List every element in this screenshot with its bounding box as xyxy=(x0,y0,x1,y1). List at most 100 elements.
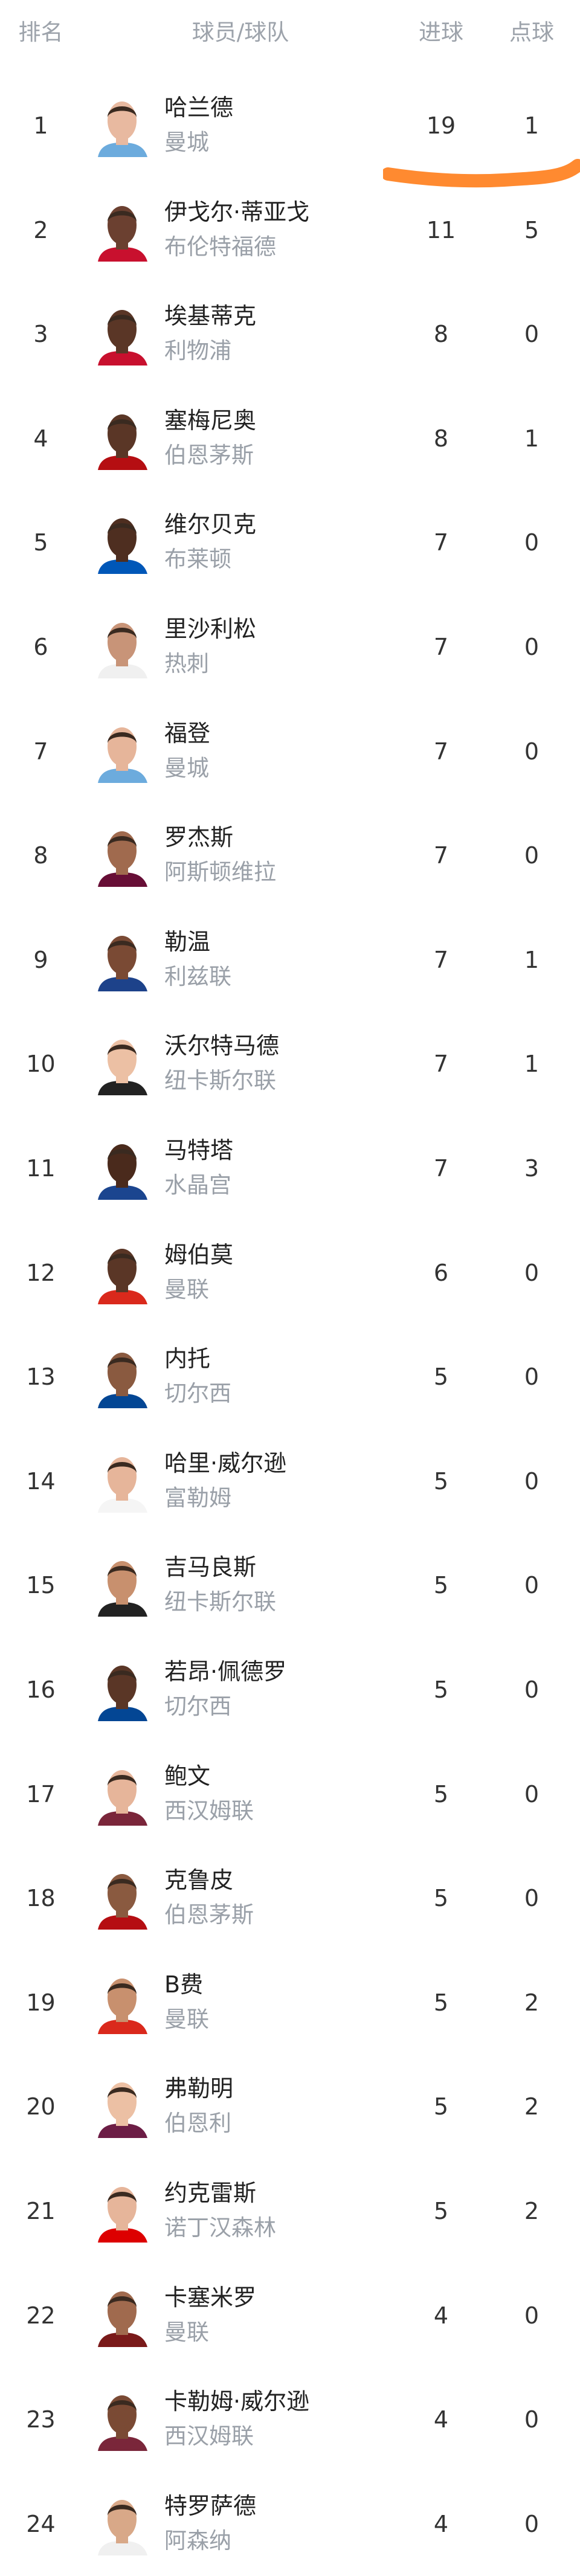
rank: 9 xyxy=(33,946,48,973)
team-name[interactable]: 切尔西 xyxy=(164,1380,231,1407)
player-avatar xyxy=(98,2082,147,2139)
team-name[interactable]: 阿森纳 xyxy=(164,2527,231,2554)
player-name[interactable]: 若昂·佩德罗 xyxy=(164,1658,287,1685)
player-name[interactable]: 哈里·威尔逊 xyxy=(164,1449,287,1476)
player-row[interactable]: 15 吉马良斯 纽卡斯尔联 5 0 xyxy=(0,1533,580,1637)
rank: 17 xyxy=(26,1780,56,1808)
team-name[interactable]: 利兹联 xyxy=(164,963,231,990)
team-name[interactable]: 曼城 xyxy=(164,129,209,155)
player-row[interactable]: 3 埃基蒂克 利物浦 8 0 xyxy=(0,282,580,386)
player-name[interactable]: 约克雷斯 xyxy=(164,2180,257,2206)
player-row[interactable]: 20 弗勒明 伯恩利 5 2 xyxy=(0,2055,580,2159)
player-name[interactable]: 埃基蒂克 xyxy=(164,303,257,330)
player-avatar xyxy=(98,518,147,575)
team-name[interactable]: 伯恩茅斯 xyxy=(164,442,254,468)
team-name[interactable]: 富勒姆 xyxy=(164,1484,231,1511)
team-name[interactable]: 利物浦 xyxy=(164,338,231,364)
goals-value: 7 xyxy=(433,634,449,660)
player-row[interactable]: 24 特罗萨德 阿森纳 4 0 xyxy=(0,2472,580,2576)
team-name[interactable]: 曼城 xyxy=(164,755,209,781)
team-name[interactable]: 切尔西 xyxy=(164,1693,231,1719)
team-name[interactable]: 纽卡斯尔联 xyxy=(164,1589,276,1615)
penalties-value: 2 xyxy=(524,1989,540,2016)
player-avatar xyxy=(98,101,147,157)
header-penalties[interactable]: 点球 xyxy=(509,19,554,45)
team-name[interactable]: 热刺 xyxy=(164,651,209,677)
player-row[interactable]: 5 维尔贝克 布莱顿 7 0 xyxy=(0,491,580,594)
player-name[interactable]: 姆伯莫 xyxy=(164,1241,234,1268)
penalties-value: 0 xyxy=(524,2302,540,2329)
player-name[interactable]: 马特塔 xyxy=(164,1137,234,1164)
goals-value: 4 xyxy=(433,2510,449,2537)
player-name[interactable]: 卡塞米罗 xyxy=(164,2284,257,2311)
team-name[interactable]: 纽卡斯尔联 xyxy=(164,1067,276,1094)
team-name[interactable]: 曼联 xyxy=(164,1276,209,1302)
rank: 15 xyxy=(26,1572,56,1599)
player-name[interactable]: 勒温 xyxy=(164,928,211,955)
player-row[interactable]: 8 罗杰斯 阿斯顿维拉 7 0 xyxy=(0,803,580,907)
player-row[interactable]: 13 内托 切尔西 5 0 xyxy=(0,1325,580,1429)
player-name[interactable]: 哈兰德 xyxy=(164,94,234,121)
player-row[interactable]: 4 塞梅尼奥 伯恩茅斯 8 1 xyxy=(0,387,580,491)
player-name[interactable]: 沃尔特马德 xyxy=(164,1032,280,1060)
header-rank: 排名 xyxy=(18,19,63,45)
player-row[interactable]: 19 B费 曼联 5 2 xyxy=(0,1951,580,2055)
rank: 10 xyxy=(26,1051,56,1078)
player-name[interactable]: 内托 xyxy=(164,1345,211,1373)
penalties-value: 0 xyxy=(524,634,540,660)
player-row[interactable]: 18 克鲁皮 伯恩茅斯 5 0 xyxy=(0,1846,580,1950)
player-avatar xyxy=(98,623,147,678)
team-name[interactable]: 阿斯顿维拉 xyxy=(164,859,276,886)
penalties-value: 0 xyxy=(524,321,540,348)
player-row[interactable]: 22 卡塞米罗 曼联 4 0 xyxy=(0,2264,580,2368)
player-row[interactable]: 14 哈里·威尔逊 富勒姆 5 0 xyxy=(0,1429,580,1533)
player-row[interactable]: 17 鲍文 西汉姆联 5 0 xyxy=(0,1742,580,1846)
rank: 12 xyxy=(26,1259,56,1286)
player-name[interactable]: 里沙利松 xyxy=(164,616,257,642)
player-name[interactable]: 克鲁皮 xyxy=(164,1867,234,1894)
player-row[interactable]: 9 勒温 利兹联 7 1 xyxy=(0,908,580,1012)
rank: 11 xyxy=(26,1155,56,1182)
goals-value: 7 xyxy=(433,1051,449,1078)
player-row[interactable]: 21 约克雷斯 诺丁汉森林 5 2 xyxy=(0,2159,580,2263)
player-row[interactable]: 7 福登 曼城 7 0 xyxy=(0,700,580,803)
player-row[interactable]: 6 里沙利松 热刺 7 0 xyxy=(0,595,580,699)
penalties-value: 0 xyxy=(524,2406,540,2433)
player-name[interactable]: 鲍文 xyxy=(164,1762,211,1789)
player-name[interactable]: 伊戈尔·蒂亚戈 xyxy=(164,198,310,225)
player-name[interactable]: 吉马良斯 xyxy=(164,1554,257,1581)
goals-value: 6 xyxy=(433,1259,449,1286)
team-name[interactable]: 伯恩茅斯 xyxy=(164,1902,254,1928)
player-avatar xyxy=(98,205,147,262)
team-name[interactable]: 布莱顿 xyxy=(164,546,231,573)
team-name[interactable]: 西汉姆联 xyxy=(164,1797,254,1824)
penalties-value: 3 xyxy=(524,1155,540,1182)
player-row[interactable]: 16 若昂·佩德罗 切尔西 5 0 xyxy=(0,1638,580,1742)
player-row[interactable]: 10 沃尔特马德 纽卡斯尔联 7 1 xyxy=(0,1012,580,1116)
team-name[interactable]: 水晶宫 xyxy=(164,1172,231,1198)
player-name[interactable]: 特罗萨德 xyxy=(164,2492,257,2519)
player-name[interactable]: B费 xyxy=(164,1971,204,1998)
orange-highlight-stroke xyxy=(383,159,580,188)
player-row[interactable]: 1 哈兰德 曼城 19 1 xyxy=(0,74,580,178)
team-name[interactable]: 曼联 xyxy=(164,2006,209,2032)
player-avatar xyxy=(98,1666,147,1721)
player-name[interactable]: 塞梅尼奥 xyxy=(164,407,257,434)
header-goals[interactable]: 进球 xyxy=(419,19,463,45)
player-row[interactable]: 23 卡勒姆·威尔逊 西汉姆联 4 0 xyxy=(0,2368,580,2471)
goals-value: 5 xyxy=(433,1885,449,1912)
player-avatar xyxy=(98,1874,147,1930)
player-row[interactable]: 11 马特塔 水晶宫 7 3 xyxy=(0,1116,580,1220)
team-name[interactable]: 伯恩利 xyxy=(164,2110,231,2137)
team-name[interactable]: 曼联 xyxy=(164,2319,209,2345)
team-name[interactable]: 西汉姆联 xyxy=(164,2423,254,2450)
player-row[interactable]: 2 伊戈尔·蒂亚戈 布伦特福德 11 5 xyxy=(0,178,580,282)
player-name[interactable]: 弗勒明 xyxy=(164,2075,234,2102)
team-name[interactable]: 诺丁汉森林 xyxy=(164,2215,276,2241)
player-name[interactable]: 福登 xyxy=(164,720,211,747)
player-name[interactable]: 维尔贝克 xyxy=(164,511,257,538)
player-row[interactable]: 12 姆伯莫 曼联 6 0 xyxy=(0,1221,580,1325)
player-name[interactable]: 罗杰斯 xyxy=(164,824,234,851)
team-name[interactable]: 布伦特福德 xyxy=(164,233,276,260)
player-name[interactable]: 卡勒姆·威尔逊 xyxy=(164,2388,310,2415)
